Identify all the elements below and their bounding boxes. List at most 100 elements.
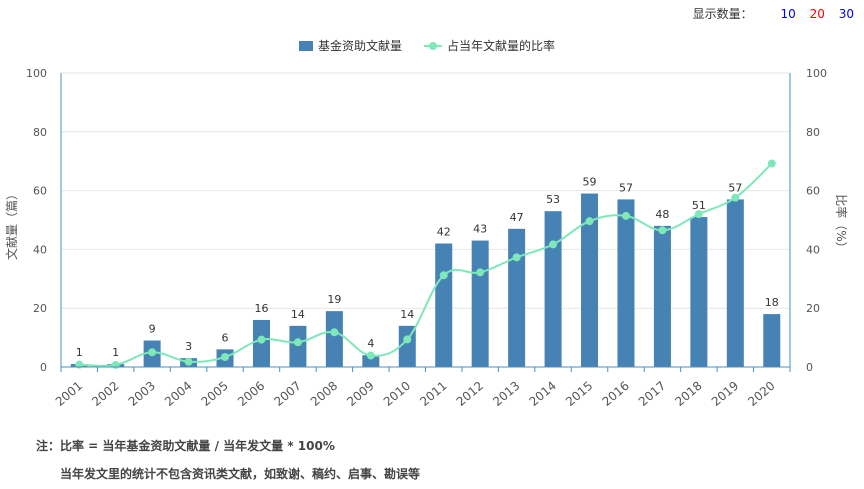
axes <box>60 73 791 372</box>
bar <box>544 211 562 367</box>
legend[interactable]: 基金资助文献量 占当年文献量的比率 <box>299 38 555 53</box>
y2-tick-label: 20 <box>806 302 820 315</box>
bar <box>508 228 526 367</box>
x-tick-label: 2001 <box>53 379 85 409</box>
x-tick-label: 2008 <box>308 379 340 409</box>
x-tick-label: 2009 <box>344 379 376 409</box>
bar-data-label: 14 <box>291 308 305 321</box>
x-tick-label: 2007 <box>271 379 303 409</box>
ratio-point <box>512 253 521 262</box>
ratio-point <box>439 271 448 280</box>
x-tick-label: 2010 <box>381 379 413 409</box>
display-count-option-10[interactable]: 10 <box>780 7 796 21</box>
bar-series <box>70 193 781 367</box>
bar-data-label: 1 <box>112 346 119 359</box>
x-tick-label: 2019 <box>709 379 741 409</box>
y2-tick-label: 40 <box>806 243 820 256</box>
ratio-point <box>694 210 703 219</box>
y-tick-label: 80 <box>33 126 47 139</box>
bar <box>653 225 671 367</box>
bar <box>289 325 307 367</box>
ratio-point <box>148 348 157 357</box>
bar <box>325 311 343 367</box>
bar-data-label: 59 <box>583 176 597 189</box>
bar-data-label: 57 <box>728 181 742 194</box>
bar <box>581 193 599 367</box>
bar-data-label: 9 <box>149 323 156 336</box>
bar <box>726 199 744 367</box>
y2-tick-label: 0 <box>806 361 813 374</box>
bar <box>617 199 635 367</box>
ratio-point <box>549 240 558 249</box>
bar-data-label: 19 <box>327 293 341 306</box>
legend-bar-swatch <box>299 41 313 51</box>
bar-data-label: 16 <box>254 302 268 315</box>
bar-data-label: 53 <box>546 193 560 206</box>
ratio-point <box>293 338 302 347</box>
x-tick-label: 2011 <box>417 379 449 409</box>
ratio-point <box>330 328 339 337</box>
bar <box>471 240 489 367</box>
display-count-label: 显示数量： <box>692 7 753 21</box>
x-tick-label: 2018 <box>672 379 704 409</box>
ratio-point <box>621 211 630 220</box>
bar <box>763 314 781 367</box>
x-tick-label: 2003 <box>126 379 158 409</box>
bar-data-label: 43 <box>473 223 487 236</box>
y-axis-title: 文献量（篇） <box>4 188 19 260</box>
ratio-point <box>403 335 412 344</box>
display-count-selector: 显示数量： 10 20 30 <box>693 5 854 22</box>
display-count-option-20[interactable]: 20 <box>809 7 825 21</box>
bar-data-label: 6 <box>222 331 229 344</box>
x-tick-label: 2005 <box>199 379 231 409</box>
ratio-point <box>366 351 375 360</box>
display-count-option-30[interactable]: 30 <box>838 7 854 21</box>
legend-bar-label[interactable]: 基金资助文献量 <box>318 38 402 53</box>
y2-tick-label: 60 <box>806 185 820 198</box>
ratio-line <box>79 162 773 367</box>
ratio-point <box>184 357 193 366</box>
bar-data-label: 3 <box>185 340 192 353</box>
x-tick-label: 2017 <box>636 379 668 409</box>
note-statistics-scope: 当年发文里的统计不包含资讯类文献，如致谢、稿约、启事、勘误等 <box>60 467 421 481</box>
ratio-point <box>221 353 230 362</box>
bar <box>435 243 453 367</box>
ratio-point <box>767 159 776 168</box>
x-tick-label: 2013 <box>490 379 522 409</box>
ratio-line-series <box>75 159 776 369</box>
bar-data-label: 57 <box>619 181 633 194</box>
bar-data-label: 1 <box>76 346 83 359</box>
y-tick-label: 60 <box>33 185 47 198</box>
y-tick-label: 20 <box>33 302 47 315</box>
bar <box>362 355 380 367</box>
x-tick-label: 2002 <box>89 379 121 409</box>
legend-line-label[interactable]: 占当年文献量的比率 <box>447 38 555 53</box>
ratio-point <box>111 360 120 369</box>
x-tick-label: 2006 <box>235 379 267 409</box>
bar-data-label: 18 <box>765 296 779 309</box>
ratio-point <box>476 268 485 277</box>
bar-data-label: 4 <box>367 337 374 350</box>
x-tick-label: 2014 <box>527 379 559 409</box>
bar-data-label: 48 <box>655 208 669 221</box>
ratio-point <box>585 217 594 226</box>
bar-data-label: 14 <box>400 308 414 321</box>
legend-line-marker <box>429 42 437 50</box>
bar-data-label: 51 <box>692 199 706 212</box>
bar <box>398 325 416 367</box>
x-tick-label: 2016 <box>600 379 632 409</box>
ratio-point <box>731 193 740 202</box>
ratio-point <box>257 335 266 344</box>
bar <box>690 217 708 367</box>
bar-data-label: 42 <box>437 226 451 239</box>
note-ratio-definition: 注：比率 = 当年基金资助文献量 / 当年发文量 * 100% <box>36 439 335 453</box>
y2-axis-title: 比率（%） <box>834 194 849 253</box>
grid-lines <box>61 72 790 309</box>
x-tick-label: 2015 <box>563 379 595 409</box>
y2-tick-label: 100 <box>806 67 827 80</box>
x-tick-label: 2020 <box>745 379 777 409</box>
bar-data-label: 47 <box>510 211 524 224</box>
y-tick-label: 0 <box>40 361 47 374</box>
y-tick-label: 100 <box>26 67 47 80</box>
